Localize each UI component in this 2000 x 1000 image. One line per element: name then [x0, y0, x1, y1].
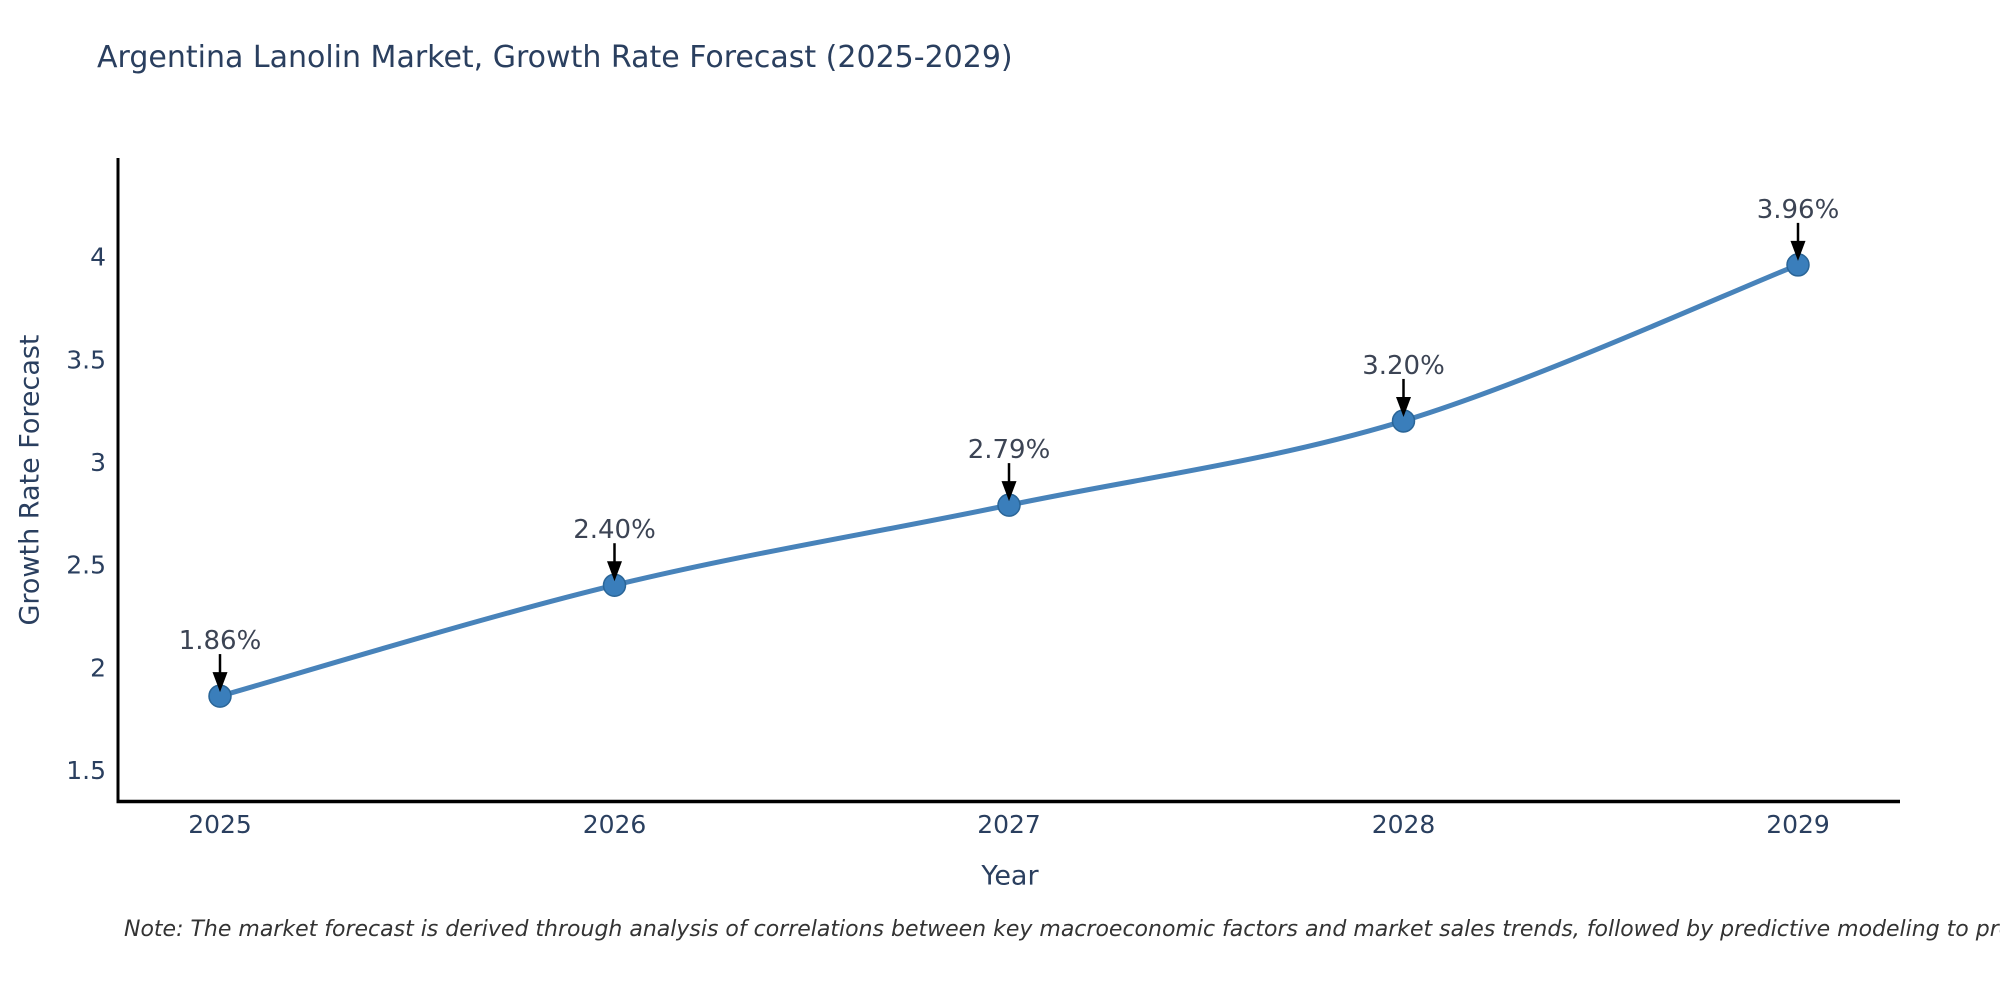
y-tick-label: 3.5 — [66, 345, 106, 374]
annotation-arrow-head — [212, 672, 228, 693]
x-tick-label: 2026 — [583, 810, 647, 839]
annotation-label: 1.86% — [179, 626, 262, 656]
annotation-label: 2.40% — [573, 515, 656, 545]
x-tick-label: 2029 — [1766, 810, 1830, 839]
x-tick-label: 2028 — [1372, 810, 1436, 839]
y-tick-label: 2.5 — [66, 551, 106, 580]
x-tick-label: 2025 — [188, 810, 252, 839]
footnote: Note: The market forecast is derived thr… — [124, 917, 2000, 942]
y-tick-label: 2 — [90, 653, 106, 682]
annotation-label: 3.20% — [1362, 351, 1445, 381]
x-axis-title: Year — [981, 860, 1039, 892]
annotation-label: 3.96% — [1757, 195, 1840, 225]
x-tick-label: 2027 — [977, 810, 1041, 839]
chart-title: Argentina Lanolin Market, Growth Rate Fo… — [97, 40, 1013, 75]
y-tick-label: 3 — [90, 448, 106, 477]
annotation-label: 2.79% — [968, 435, 1051, 465]
annotation-arrow-head — [1790, 240, 1806, 261]
y-tick-label: 1.5 — [66, 756, 106, 785]
y-axis-title: Growth Rate Forecast — [14, 334, 46, 626]
annotation-arrow-head — [607, 561, 622, 582]
annotation-arrow-head — [1396, 396, 1411, 417]
annotation-arrow-head — [1001, 481, 1017, 502]
y-tick-label: 4 — [90, 243, 106, 272]
